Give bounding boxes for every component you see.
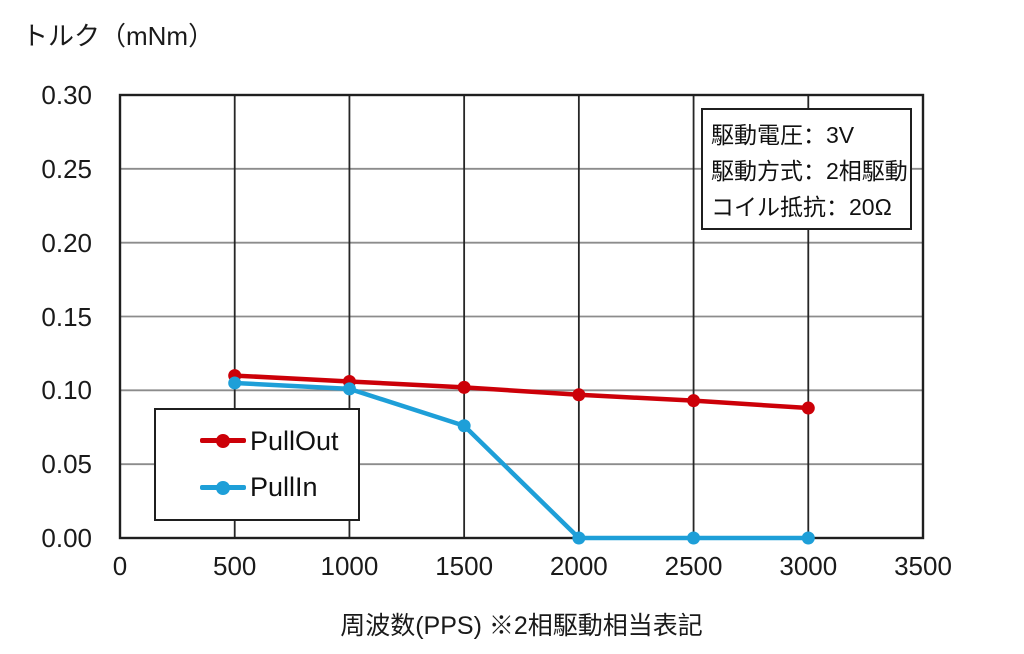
y-axis-title: トルク（mNm）: [22, 21, 215, 51]
marker-pullout: [572, 388, 586, 402]
legend-label: PullOut: [250, 425, 339, 456]
drive-condition-text: 駆動電圧：3V: [711, 122, 855, 148]
x-tick-label: 2000: [549, 551, 608, 581]
drive-condition-text: 駆動方式：2相駆動: [711, 158, 908, 184]
marker-pullout: [801, 401, 815, 415]
x-tick-label: 1500: [435, 551, 494, 581]
legend-item-pullin: PullIn: [200, 472, 358, 503]
x-tick-label: 0: [112, 551, 128, 581]
y-tick-label: 0.05: [41, 449, 92, 480]
y-tick-label: 0.15: [41, 301, 92, 332]
y-tick-label: 0.10: [41, 375, 92, 406]
x-tick-label: 3500: [894, 551, 952, 581]
marker-pullin: [342, 382, 356, 396]
marker-pullin: [687, 531, 701, 545]
x-tick-label: 3000: [779, 551, 838, 581]
x-tick-label: 2500: [664, 551, 723, 581]
x-tick-label: 1000: [320, 551, 379, 581]
legend-marker-pullin-icon: [200, 480, 246, 496]
x-tick-label: 500: [213, 551, 257, 581]
marker-pullin: [228, 376, 242, 390]
y-tick-label: 0.00: [41, 523, 92, 553]
legend-marker-pullout-icon: [200, 433, 246, 449]
legend-label: PullIn: [250, 472, 318, 503]
marker-pullout: [687, 394, 701, 408]
y-tick-label: 0.30: [41, 80, 92, 110]
legend-item-pullout: PullOut: [200, 426, 358, 457]
x-axis-title: 周波数(PPS) ※2相駆動相当表記: [340, 612, 703, 640]
y-tick-label: 0.20: [41, 227, 92, 258]
marker-pullout: [457, 380, 471, 394]
drive-condition-text: コイル抵抗：20Ω: [711, 194, 892, 220]
legend: PullOut PullIn: [154, 408, 360, 521]
series-line-pullin: [232, 380, 811, 541]
y-tick-label: 0.25: [41, 153, 92, 184]
drive-conditions-box: 駆動電圧：3V 駆動方式：2相駆動 コイル抵抗：20Ω: [701, 108, 912, 230]
marker-pullin: [457, 419, 471, 433]
plot-border: [118, 93, 925, 540]
series-line-pullout: [232, 373, 811, 411]
marker-pullin: [572, 531, 586, 545]
marker-pullin: [801, 531, 815, 545]
